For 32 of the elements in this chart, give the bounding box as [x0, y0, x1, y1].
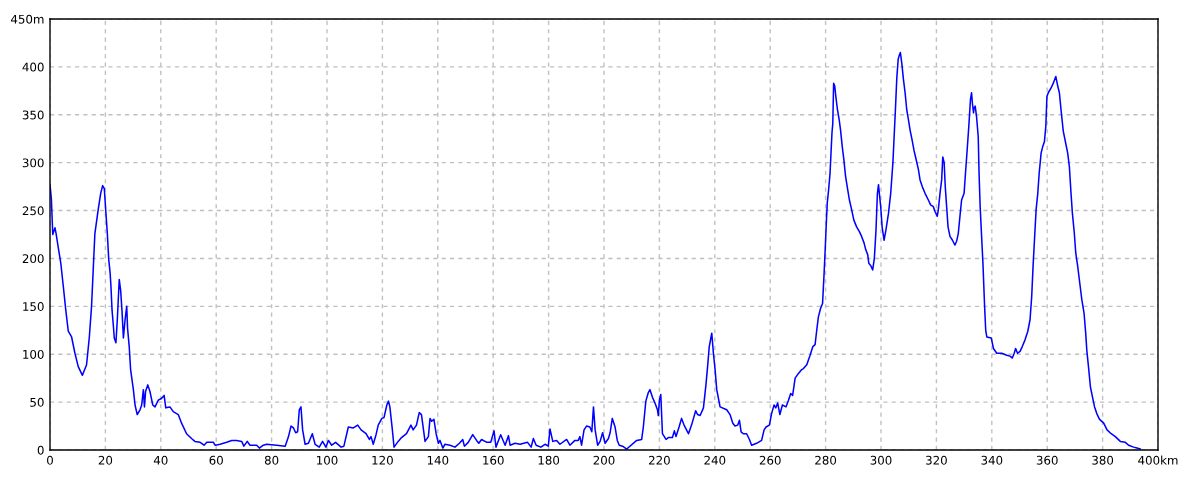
x-tick-label: 200: [593, 455, 615, 465]
y-tick-label: 50: [30, 397, 44, 407]
x-tick-label: 100: [317, 455, 338, 465]
x-tick-label: 120: [372, 455, 393, 465]
x-tick-label: 0: [47, 455, 53, 465]
x-tick-label: 360: [1036, 455, 1058, 465]
x-tick-label: 60: [209, 455, 223, 465]
y-tick-label: 200: [22, 254, 44, 264]
line-series: [50, 51, 1142, 450]
x-tick-label: 380: [1092, 455, 1114, 465]
y-tick-label: 250: [22, 206, 44, 216]
x-tick-label: 260: [759, 455, 781, 465]
x-tick-label: 240: [704, 455, 726, 465]
y-tick-label: 400: [22, 62, 44, 72]
x-tick-label: 40: [153, 455, 168, 465]
x-tick-label: 280: [815, 455, 837, 465]
x-tick-label: 220: [649, 455, 670, 465]
y-tick-label: 100: [23, 349, 44, 359]
x-tick-label: 340: [981, 455, 1003, 465]
x-tick-label: 180: [538, 455, 560, 465]
x-tick-label: 300: [870, 455, 892, 465]
y-tick-label: 450m: [10, 14, 44, 24]
y-tick-label: 350: [22, 110, 44, 120]
x-tick-label: 400km: [1138, 455, 1178, 465]
y-tick-label: 300: [22, 158, 44, 168]
x-tick-label: 140: [427, 455, 449, 465]
x-tick-label: 80: [264, 455, 279, 465]
x-tick-label: 20: [98, 455, 113, 465]
x-tick-label: 320: [926, 455, 947, 465]
x-tick-label: 160: [483, 455, 504, 465]
y-tick-label: 0: [37, 445, 44, 455]
y-tick-label: 150: [23, 302, 44, 311]
